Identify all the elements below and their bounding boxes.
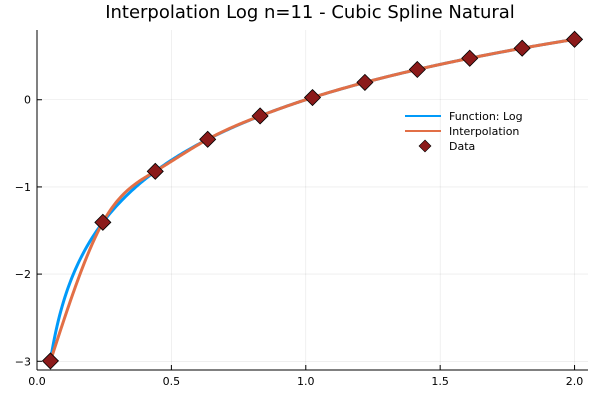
- data-point: [356, 73, 374, 91]
- data-point: [146, 162, 164, 180]
- data-point: [513, 39, 531, 57]
- y-tick-label: −3: [15, 355, 31, 368]
- x-tick-label: 0.5: [163, 375, 181, 388]
- axes: 0.0 0.5 1.0 1.5 2.0 −3 −2 −1 0: [15, 30, 588, 388]
- y-tick-label: −2: [15, 268, 31, 281]
- data-point: [303, 88, 322, 107]
- y-tick-label: 0: [24, 94, 31, 107]
- legend-swatch-data: [418, 139, 432, 153]
- x-tick-label: 0.0: [28, 375, 46, 388]
- legend-label-function-log: Function: Log: [449, 110, 523, 123]
- data-point: [199, 130, 217, 148]
- legend-label-data: Data: [449, 140, 475, 153]
- legend-label-interpolation: Interpolation: [449, 125, 519, 138]
- data-point: [94, 213, 112, 231]
- data-point: [41, 352, 60, 370]
- y-tick-label: −1: [15, 181, 31, 194]
- data-point: [408, 60, 426, 79]
- curves: [48, 37, 575, 362]
- series-function-log-line: [48, 37, 575, 362]
- chart-title: Interpolation Log n=11 - Cubic Spline Na…: [105, 2, 515, 23]
- x-tick-label: 1.0: [297, 375, 315, 388]
- series-interpolation-line: [49, 37, 575, 362]
- data-markers: [41, 30, 584, 370]
- legend: Function: Log Interpolation Data: [405, 110, 523, 153]
- x-tick-label: 1.5: [431, 375, 449, 388]
- data-point: [565, 30, 584, 48]
- data-point: [461, 49, 479, 67]
- data-point: [251, 107, 269, 125]
- x-tick-label: 2.0: [566, 375, 584, 388]
